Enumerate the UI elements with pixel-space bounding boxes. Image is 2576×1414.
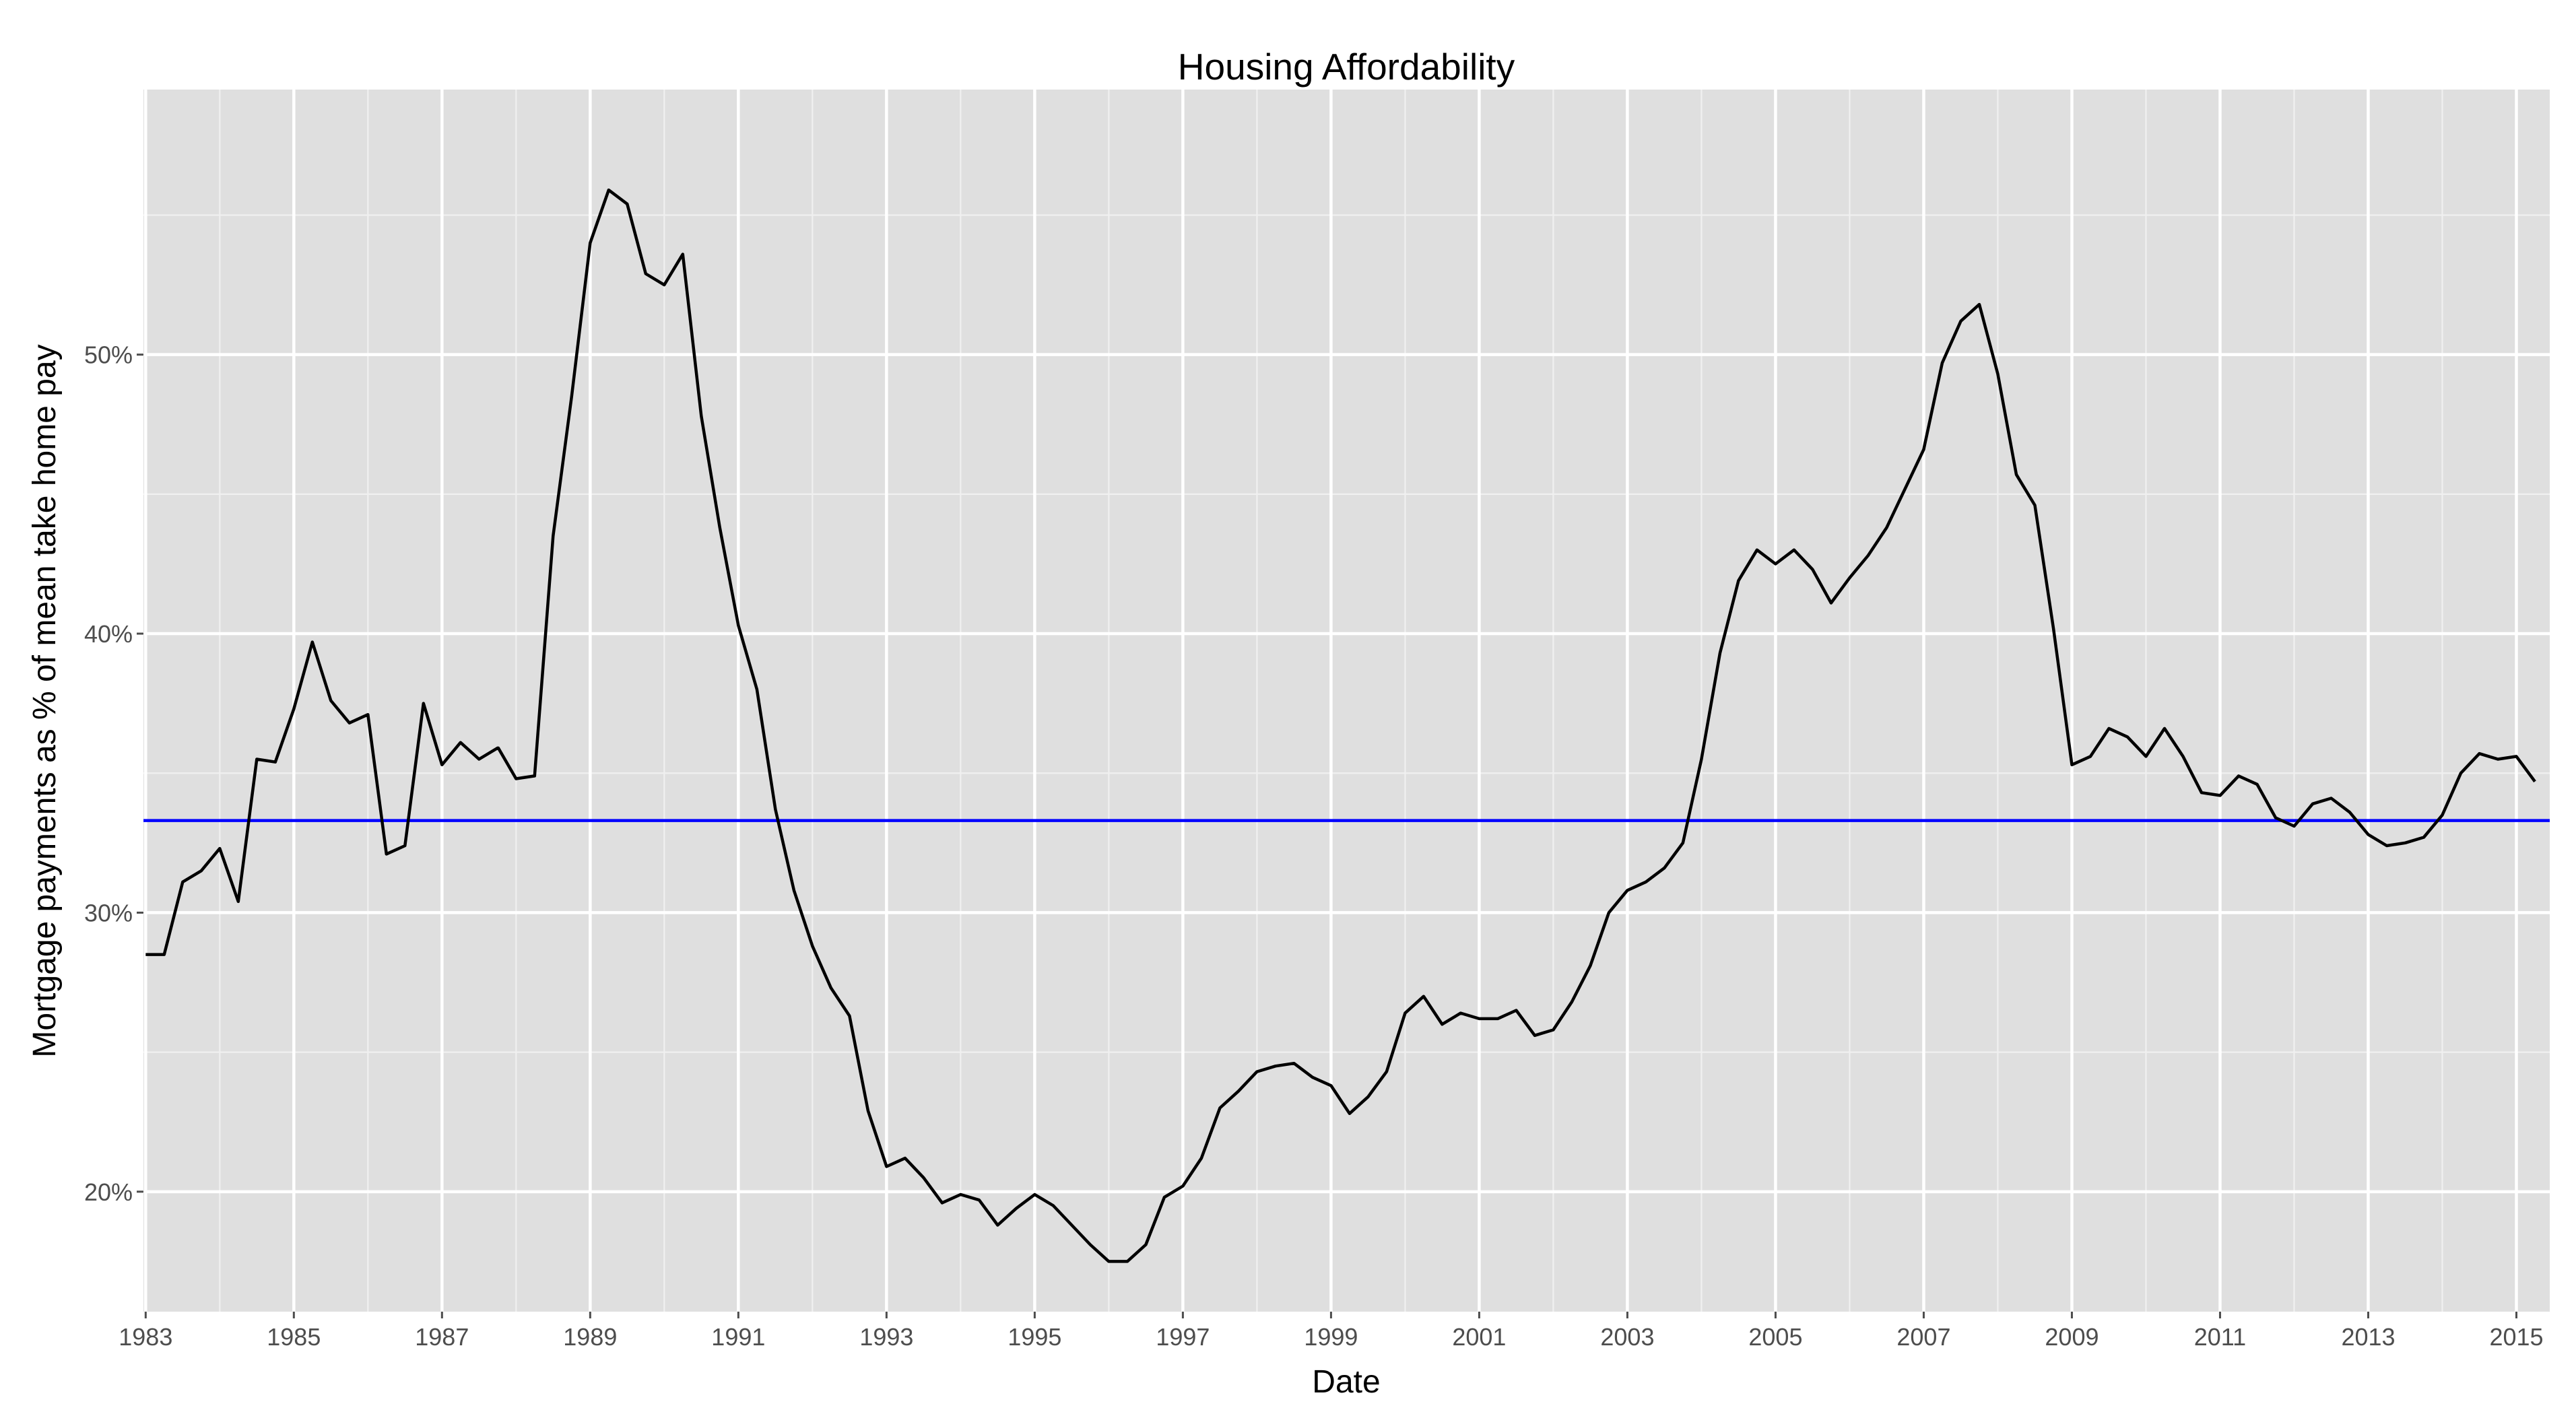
- major-gridlines: [143, 90, 2550, 1312]
- x-axis-ticks: 1983 1985 1987 1989 1991 1993 1995 1997 1999 2001…: [119, 1312, 2544, 1351]
- x-tick-label: 1999: [1304, 1323, 1358, 1351]
- minor-gridlines: [143, 90, 2550, 1312]
- x-tick-label: 1985: [267, 1323, 321, 1351]
- x-tick-label: 1989: [563, 1323, 617, 1351]
- x-tick-label: 1987: [415, 1323, 469, 1351]
- x-tick-label: 2009: [2045, 1323, 2099, 1351]
- y-axis-title: Mortgage payments as % of mean take home…: [27, 344, 63, 1057]
- x-tick-label: 2011: [2194, 1323, 2246, 1351]
- y-axis-ticks: 20% 30% 40% 50%: [84, 341, 143, 1206]
- x-tick-label: 2015: [2489, 1323, 2543, 1351]
- x-tick-label: 1983: [119, 1323, 172, 1351]
- y-tick-label: 20%: [84, 1178, 133, 1206]
- x-tick-label: 2003: [1600, 1323, 1654, 1351]
- x-tick-label: 1997: [1156, 1323, 1210, 1351]
- plot-panel: [143, 90, 2550, 1312]
- series-line: [145, 188, 2536, 1263]
- x-tick-label: 2013: [2341, 1323, 2395, 1351]
- y-tick-label: 30%: [84, 899, 133, 927]
- x-tick-label: 1995: [1008, 1323, 1061, 1351]
- y-tick-label: 50%: [84, 341, 133, 369]
- chart-title: Housing Affordability: [1178, 46, 1515, 88]
- x-tick-label: 2005: [1748, 1323, 1802, 1351]
- y-tick-label: 40%: [84, 620, 133, 648]
- x-axis-title: Date: [1312, 1364, 1380, 1400]
- x-tick-label: 1991: [711, 1323, 765, 1351]
- x-tick-label: 1993: [859, 1323, 913, 1351]
- x-tick-label: 2001: [1452, 1323, 1506, 1351]
- x-tick-label: 2007: [1896, 1323, 1950, 1351]
